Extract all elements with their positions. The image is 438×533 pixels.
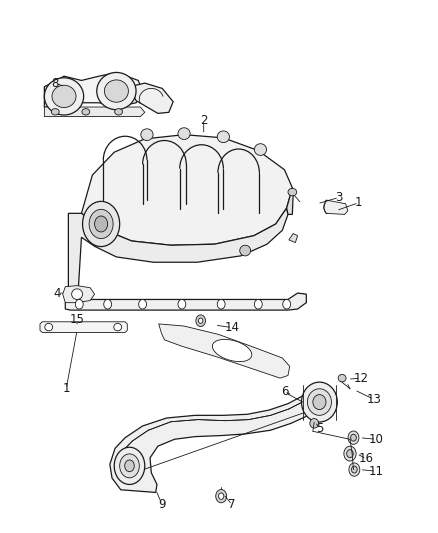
Ellipse shape <box>217 131 230 143</box>
Ellipse shape <box>288 188 297 196</box>
Polygon shape <box>130 83 173 114</box>
Ellipse shape <box>139 300 147 309</box>
Ellipse shape <box>89 209 113 239</box>
Ellipse shape <box>44 78 84 115</box>
Ellipse shape <box>114 324 122 331</box>
Text: 7: 7 <box>228 498 236 511</box>
Polygon shape <box>110 390 325 492</box>
Ellipse shape <box>141 129 153 141</box>
Text: 12: 12 <box>353 372 368 385</box>
Text: 13: 13 <box>367 393 381 406</box>
Ellipse shape <box>338 374 346 382</box>
Text: 6: 6 <box>281 385 288 398</box>
Ellipse shape <box>125 460 134 472</box>
Ellipse shape <box>344 446 356 461</box>
Polygon shape <box>287 188 293 214</box>
Polygon shape <box>81 135 292 245</box>
Ellipse shape <box>51 109 59 115</box>
Ellipse shape <box>104 80 128 102</box>
Ellipse shape <box>104 300 112 309</box>
Polygon shape <box>44 72 143 107</box>
Ellipse shape <box>347 450 353 458</box>
Ellipse shape <box>75 300 83 309</box>
Text: 16: 16 <box>359 453 374 465</box>
Text: 5: 5 <box>316 422 323 435</box>
Ellipse shape <box>72 289 82 300</box>
Polygon shape <box>44 107 145 117</box>
Ellipse shape <box>198 318 203 324</box>
Ellipse shape <box>301 382 337 422</box>
Polygon shape <box>63 286 95 303</box>
Text: 4: 4 <box>54 287 61 300</box>
Ellipse shape <box>212 340 252 361</box>
Polygon shape <box>159 324 290 378</box>
Ellipse shape <box>254 300 262 309</box>
Ellipse shape <box>95 216 108 232</box>
Text: 3: 3 <box>336 191 343 204</box>
Ellipse shape <box>219 493 224 499</box>
Ellipse shape <box>351 434 357 441</box>
Text: 1: 1 <box>63 382 70 395</box>
Ellipse shape <box>349 463 360 476</box>
Ellipse shape <box>348 431 359 445</box>
Polygon shape <box>289 233 297 243</box>
Ellipse shape <box>115 109 123 115</box>
Text: 10: 10 <box>369 433 384 446</box>
Ellipse shape <box>216 489 226 503</box>
Ellipse shape <box>97 72 136 110</box>
Ellipse shape <box>254 144 267 156</box>
Polygon shape <box>68 208 288 309</box>
Polygon shape <box>65 293 306 310</box>
Text: 8: 8 <box>52 77 59 90</box>
Ellipse shape <box>240 245 251 256</box>
Ellipse shape <box>196 315 205 327</box>
Ellipse shape <box>310 418 318 428</box>
Ellipse shape <box>120 454 139 478</box>
Ellipse shape <box>52 85 76 108</box>
Ellipse shape <box>82 201 120 247</box>
Text: 11: 11 <box>369 465 384 478</box>
Ellipse shape <box>307 389 332 415</box>
Text: 1: 1 <box>355 196 363 209</box>
Ellipse shape <box>45 324 53 331</box>
Text: 14: 14 <box>225 321 240 334</box>
Ellipse shape <box>352 466 357 473</box>
Ellipse shape <box>82 109 90 115</box>
Ellipse shape <box>313 394 326 409</box>
Text: 9: 9 <box>159 498 166 511</box>
Ellipse shape <box>178 128 190 140</box>
Text: 15: 15 <box>70 313 85 326</box>
Polygon shape <box>324 200 348 214</box>
Ellipse shape <box>114 447 145 484</box>
Ellipse shape <box>283 300 290 309</box>
Text: 2: 2 <box>200 114 208 127</box>
Polygon shape <box>40 322 127 333</box>
Ellipse shape <box>217 300 225 309</box>
Ellipse shape <box>178 300 186 309</box>
